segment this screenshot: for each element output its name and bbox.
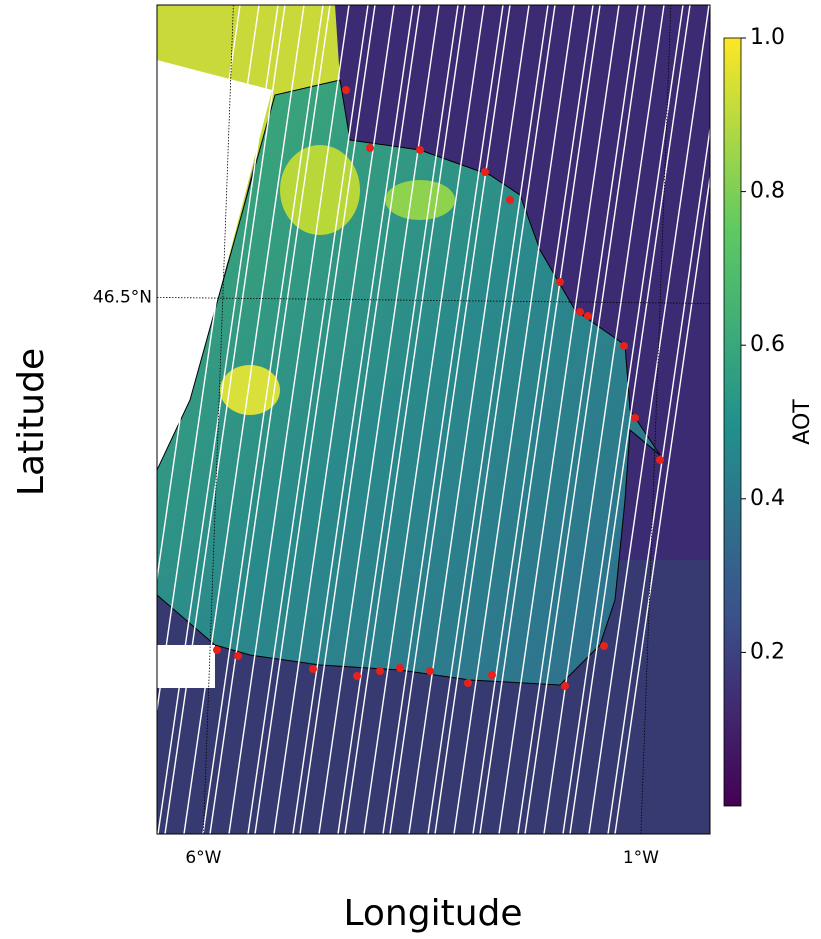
station-dot bbox=[342, 86, 350, 94]
map-area bbox=[157, 5, 710, 834]
green-patch bbox=[385, 180, 455, 220]
grid-line bbox=[640, 5, 672, 834]
station-dot bbox=[464, 679, 472, 687]
station-dot bbox=[556, 278, 564, 286]
station-dot bbox=[481, 168, 489, 176]
track-line bbox=[209, 5, 331, 834]
track-line bbox=[183, 5, 305, 834]
y-tick-label: 46.5°N bbox=[93, 287, 152, 307]
map-frame bbox=[156, 4, 711, 835]
track-line bbox=[363, 5, 485, 834]
track-line bbox=[292, 5, 414, 834]
track-line bbox=[337, 5, 459, 834]
track-line bbox=[588, 5, 710, 834]
no-data-region bbox=[157, 645, 215, 688]
colorbar-tick-label: 0.6 bbox=[750, 332, 785, 357]
station-dot bbox=[488, 671, 496, 679]
colorbar-tick-label: 1.0 bbox=[750, 25, 785, 50]
track-line bbox=[524, 5, 646, 834]
track-line bbox=[157, 5, 260, 715]
track-line bbox=[389, 5, 511, 834]
station-dot bbox=[426, 667, 434, 675]
colorbar-tick-label: 0.2 bbox=[750, 639, 785, 664]
station-dot bbox=[234, 652, 242, 660]
station-dot bbox=[396, 664, 404, 672]
y-axis-label: Latitude bbox=[11, 348, 52, 496]
track-line bbox=[472, 5, 594, 834]
grid-line bbox=[202, 5, 234, 834]
track-line bbox=[614, 172, 710, 834]
track-line bbox=[202, 5, 324, 834]
track-line bbox=[543, 5, 665, 834]
station-dot bbox=[416, 146, 424, 154]
track-line bbox=[344, 5, 466, 834]
station-dot bbox=[366, 144, 374, 152]
track-line bbox=[498, 5, 620, 834]
station-dot bbox=[584, 312, 592, 320]
track-line bbox=[479, 5, 601, 834]
track-line bbox=[382, 5, 504, 834]
track-line bbox=[434, 5, 556, 834]
x-axis-label: Longitude bbox=[343, 893, 522, 934]
colorbar bbox=[723, 37, 742, 807]
station-dot bbox=[213, 646, 221, 654]
station-dot bbox=[600, 642, 608, 650]
track-line bbox=[164, 5, 286, 834]
colorbar-tick-label: 0.4 bbox=[750, 486, 785, 511]
track-line bbox=[569, 5, 691, 834]
station-dot bbox=[576, 308, 584, 316]
track-line bbox=[408, 5, 530, 834]
track-line bbox=[517, 5, 639, 834]
track-line bbox=[607, 124, 710, 834]
colorbar-tick-label: 0.8 bbox=[750, 179, 785, 204]
station-dot bbox=[353, 672, 361, 680]
station-dot bbox=[376, 667, 384, 675]
track-line bbox=[228, 5, 350, 834]
track-line bbox=[427, 5, 549, 834]
station-dot bbox=[561, 682, 569, 690]
colorbar-label: AOT bbox=[790, 399, 815, 445]
track-line bbox=[247, 5, 369, 834]
x-tick-label: 1°W bbox=[623, 848, 659, 868]
station-dot bbox=[506, 196, 514, 204]
sea-region bbox=[157, 79, 661, 686]
station-dot bbox=[656, 456, 664, 464]
station-dot bbox=[631, 414, 639, 422]
track-line bbox=[299, 5, 421, 834]
x-tick-label: 6°W bbox=[185, 848, 221, 868]
track-line bbox=[157, 5, 241, 584]
grid-line bbox=[157, 297, 710, 304]
track-line bbox=[453, 5, 575, 834]
track-line bbox=[318, 5, 440, 834]
station-dot bbox=[309, 665, 317, 673]
track-line bbox=[254, 5, 376, 834]
station-dot bbox=[620, 342, 628, 350]
track-line bbox=[562, 5, 684, 834]
track-line bbox=[273, 5, 395, 834]
